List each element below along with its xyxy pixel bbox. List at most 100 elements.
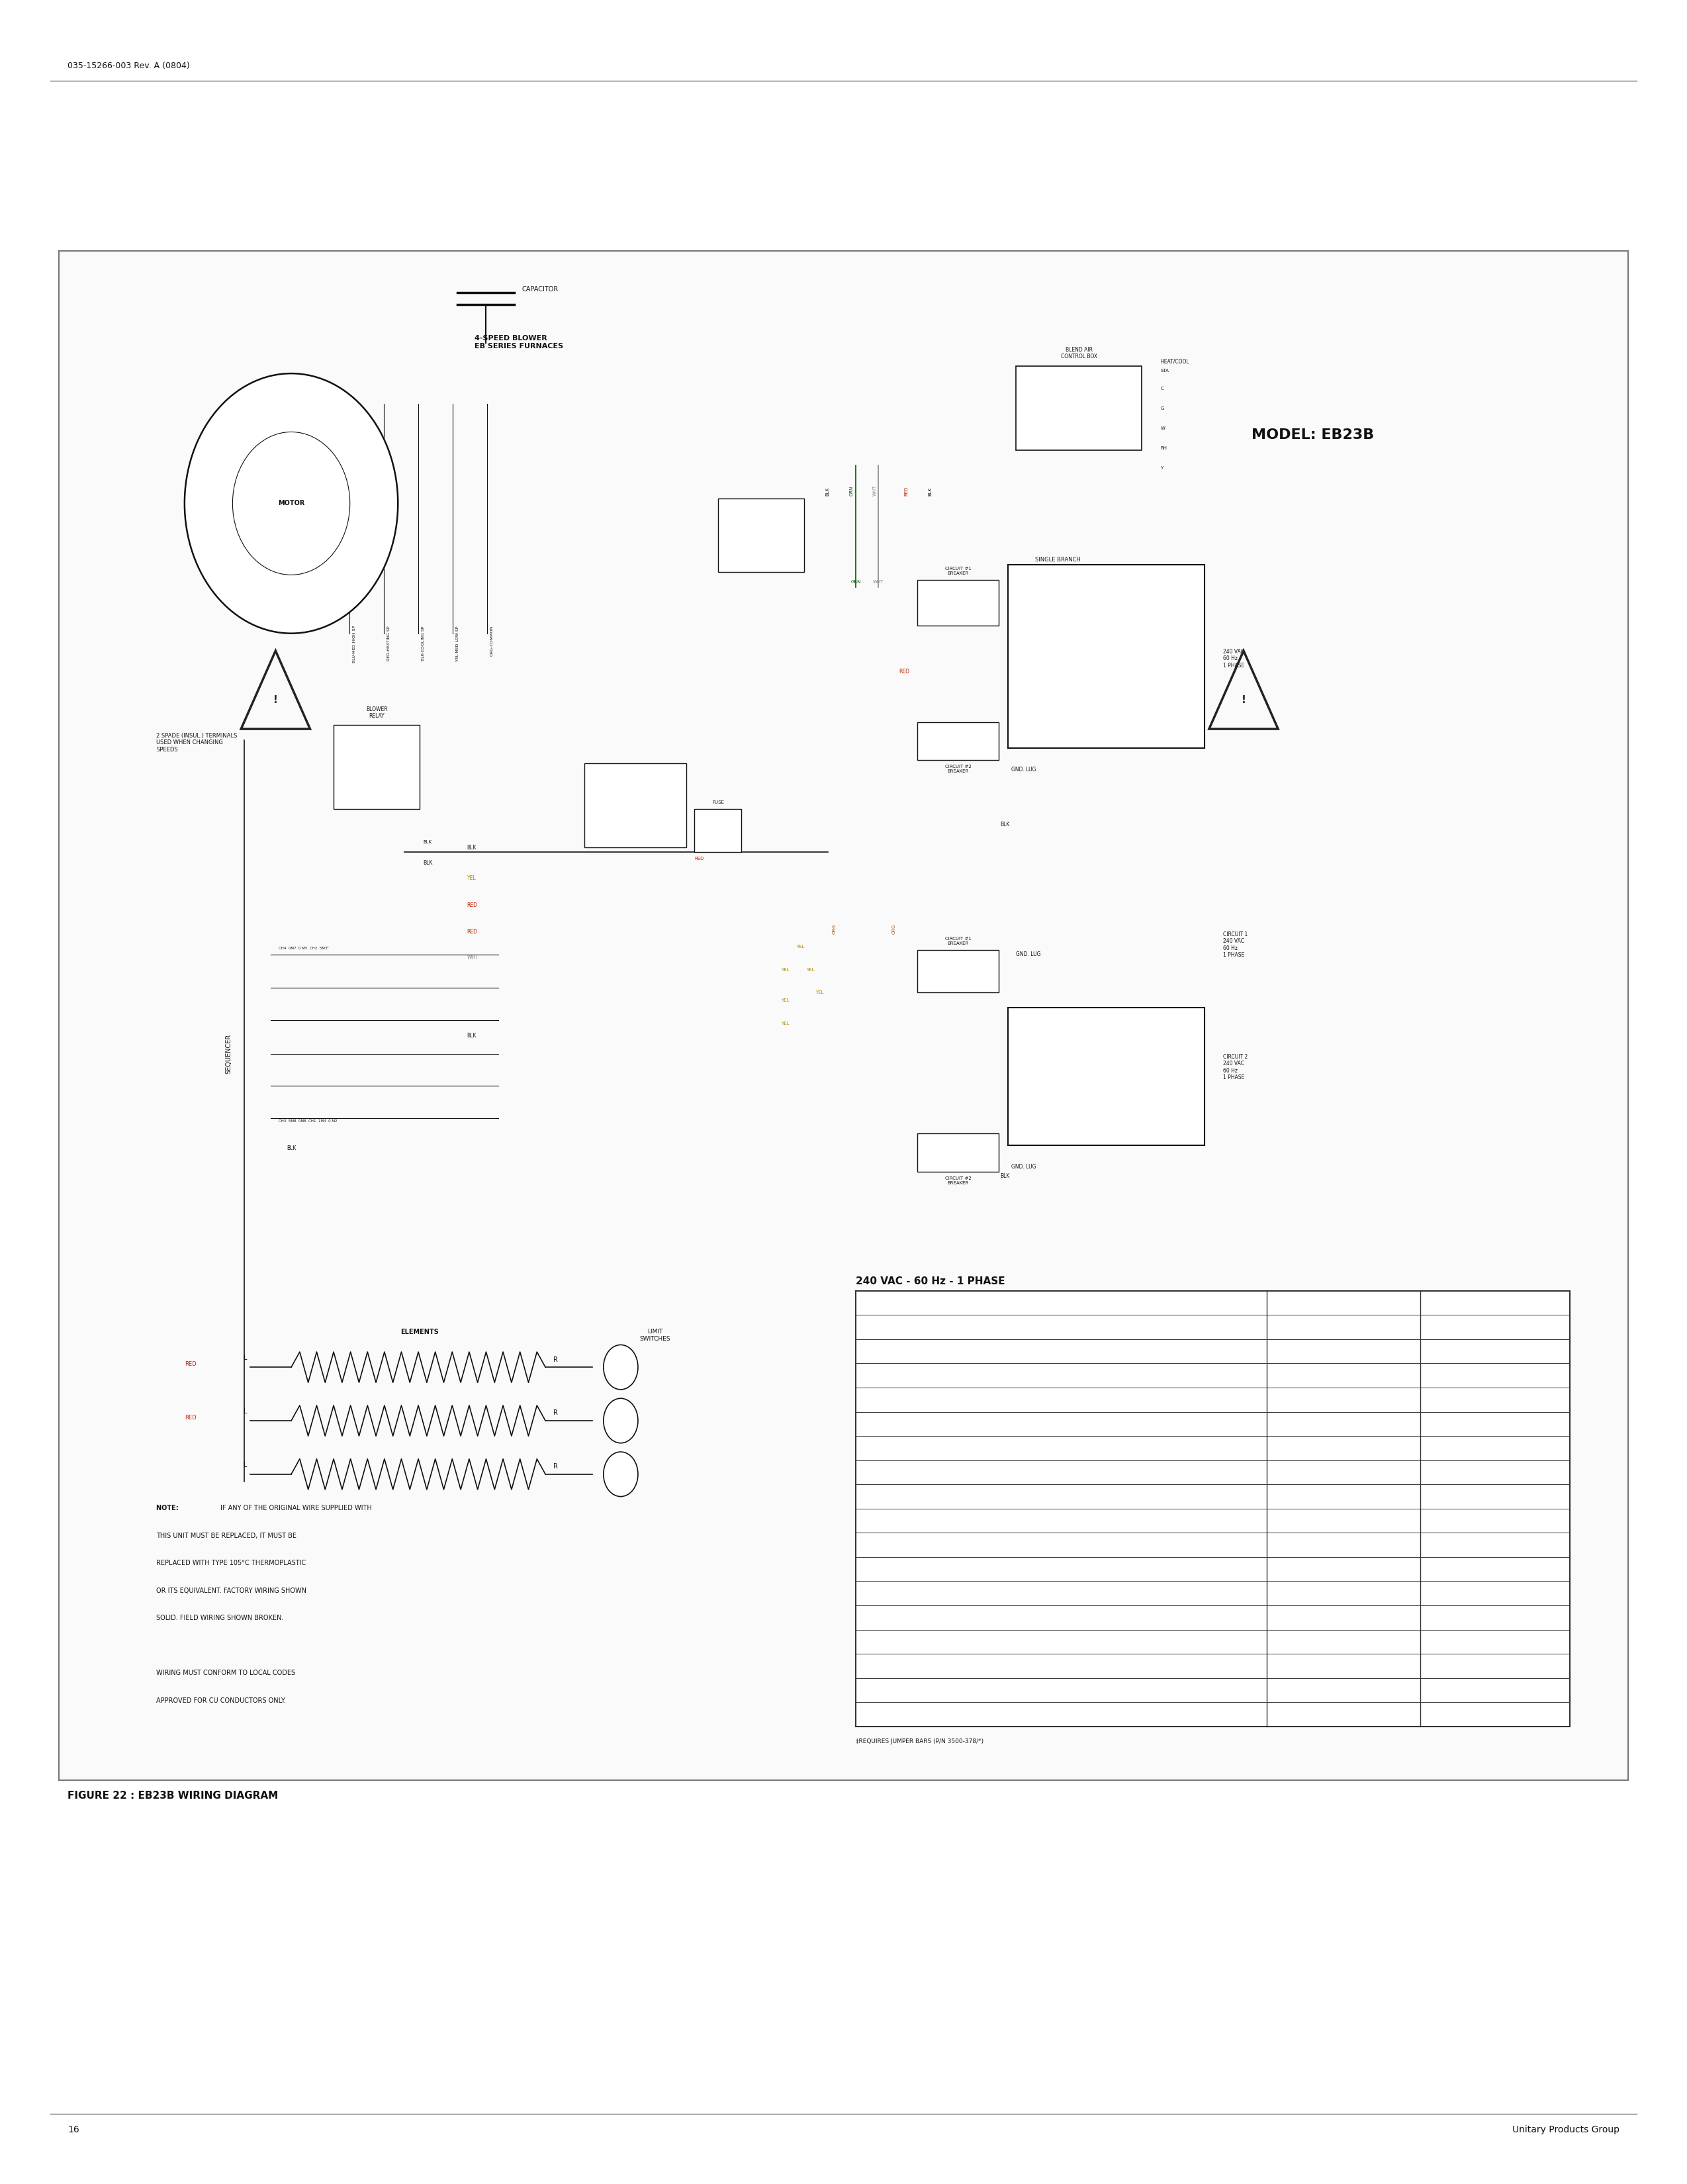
Text: MAX. MOTOR-FLA: MAX. MOTOR-FLA xyxy=(860,1324,913,1330)
Text: #4: #4 xyxy=(1491,1662,1500,1669)
Text: SEQUENCER: SEQUENCER xyxy=(224,1033,231,1075)
Text: APPROVED FOR CU CONDUCTORS ONLY.: APPROVED FOR CU CONDUCTORS ONLY. xyxy=(157,1697,285,1704)
Text: WIRE SIZE (60° C) COPPER: WIRE SIZE (60° C) COPPER xyxy=(860,1662,940,1669)
Text: CIRCUIT SERVICE: CIRCUIT SERVICE xyxy=(860,1372,911,1378)
Text: REPLACED WITH TYPE 105°C THERMOPLASTIC: REPLACED WITH TYPE 105°C THERMOPLASTIC xyxy=(157,1559,305,1566)
Text: ORG: ORG xyxy=(892,924,896,935)
Text: R: R xyxy=(553,1409,558,1417)
Text: L: L xyxy=(243,1461,248,1468)
Bar xyxy=(59,251,1628,1780)
Text: LIMIT
SWITCHES: LIMIT SWITCHES xyxy=(639,1328,671,1341)
Text: BLK: BLK xyxy=(287,1144,295,1151)
Text: CIRCUIT SERVICE: CIRCUIT SERVICE xyxy=(860,1542,911,1548)
Text: BLOWER
RELAY: BLOWER RELAY xyxy=(366,705,388,719)
Text: RED: RED xyxy=(904,487,908,496)
Text: GND. LUG: GND. LUG xyxy=(1016,952,1041,957)
Text: GRN: GRN xyxy=(850,581,860,583)
Text: COND. UNIT
CONTACTOR: COND. UNIT CONTACTOR xyxy=(747,531,776,539)
Text: ORG-COMMON: ORG-COMMON xyxy=(491,625,494,657)
Text: (OR CB) - AMPS: (OR CB) - AMPS xyxy=(860,1712,906,1717)
Bar xyxy=(918,581,999,625)
Text: THIS UNIT MUST BE REPLACED, IT MUST BE: THIS UNIT MUST BE REPLACED, IT MUST BE xyxy=(157,1533,297,1540)
Text: 77,000: 77,000 xyxy=(1333,1299,1353,1306)
Text: DUAL BRANCH: DUAL BRANCH xyxy=(860,1518,904,1524)
Text: #4: #4 xyxy=(1339,1662,1348,1669)
Text: 60: 60 xyxy=(1491,1712,1498,1717)
Bar xyxy=(1016,365,1142,450)
Text: o LOAD o: o LOAD o xyxy=(592,830,609,832)
Text: CIRCUIT #1
BREAKER: CIRCUIT #1 BREAKER xyxy=(945,937,972,946)
Text: R: R xyxy=(553,1463,558,1470)
Bar xyxy=(1009,1009,1205,1144)
Text: TRANSFORMER: TRANSFORMER xyxy=(619,782,653,786)
Text: 125: 125 xyxy=(1338,1494,1350,1500)
Bar xyxy=(334,725,420,810)
Ellipse shape xyxy=(184,373,398,633)
Text: BLK: BLK xyxy=(467,1033,476,1037)
Text: ORG: ORG xyxy=(832,924,837,935)
Text: BLK: BLK xyxy=(1000,1173,1011,1179)
Text: 2 LEADS +: 2 LEADS + xyxy=(1402,1348,1434,1354)
Text: W: W xyxy=(1161,426,1166,430)
Text: !: ! xyxy=(1242,695,1245,705)
Text: BLK: BLK xyxy=(827,487,830,496)
Text: RED: RED xyxy=(184,1361,196,1367)
Bar xyxy=(855,1291,1571,1725)
Text: SINGLE BRANCH    ‡: SINGLE BRANCH ‡ xyxy=(860,1348,919,1354)
Text: 4 LEADS +: 4 LEADS + xyxy=(1402,1518,1434,1524)
Text: 60: 60 xyxy=(1339,1712,1346,1717)
Text: 46.7: 46.7 xyxy=(1488,1590,1501,1597)
Text: GND. LUG: GND. LUG xyxy=(1012,1164,1036,1171)
Text: ‡REQUIRES JUMPER BARS (P/N 3500-378/*): ‡REQUIRES JUMPER BARS (P/N 3500-378/*) xyxy=(855,1738,984,1745)
Text: RED: RED xyxy=(899,668,909,675)
Text: BLU: BLU xyxy=(349,773,358,778)
Text: o LINE o: o LINE o xyxy=(592,808,607,810)
Text: 240 VAC
60 Hz
1 PHASE: 240 VAC 60 Hz 1 PHASE xyxy=(1223,649,1245,668)
Text: CH3  5M8  0M8  CH1  1M4  0 M2: CH3 5M8 0M8 CH1 1M4 0 M2 xyxy=(278,1120,337,1123)
Text: WIRE SIZE (75° C) COPPER: WIRE SIZE (75° C) COPPER xyxy=(860,1422,940,1426)
Text: WIRE SIZE (60° C) COPPER: WIRE SIZE (60° C) COPPER xyxy=(860,1446,940,1450)
Text: GRN: GRN xyxy=(849,485,854,496)
Text: SINGLE BRANCH
CIRCUIT SERVICE: SINGLE BRANCH CIRCUIT SERVICE xyxy=(1034,557,1081,570)
Text: BLK: BLK xyxy=(423,860,432,865)
Text: YEL: YEL xyxy=(806,968,815,972)
Text: MAX. FUSE SIZE: MAX. FUSE SIZE xyxy=(860,1470,908,1474)
Text: CIRCUIT #1
BREAKER: CIRCUIT #1 BREAKER xyxy=(945,566,972,574)
Text: YEL: YEL xyxy=(796,946,805,948)
Text: CIRCUIT 2
240 VAC
60 Hz
1 PHASE: CIRCUIT 2 240 VAC 60 Hz 1 PHASE xyxy=(1223,1055,1248,1081)
Text: RH: RH xyxy=(1161,446,1167,450)
Text: 47.3: 47.3 xyxy=(1336,1590,1350,1597)
Text: BLU-MED HIGH SP: BLU-MED HIGH SP xyxy=(353,625,356,664)
Text: OR ITS EQUIVALENT. FACTORY WIRING SHOWN: OR ITS EQUIVALENT. FACTORY WIRING SHOWN xyxy=(157,1588,307,1594)
Text: #1: #1 xyxy=(1339,1422,1348,1426)
Text: Y: Y xyxy=(1161,467,1164,470)
Text: BLK: BLK xyxy=(1000,821,1011,828)
Text: CH4  0M7  0 M5  CH2  5M3¹: CH4 0M7 0 M5 CH2 5M3¹ xyxy=(278,948,329,950)
Text: NOTE:: NOTE: xyxy=(157,1505,181,1511)
Text: NOMINAL CIRCUIT LOAD-AMPS: NOMINAL CIRCUIT LOAD-AMPS xyxy=(860,1398,950,1402)
Text: RED: RED xyxy=(467,928,477,935)
Text: 59.2: 59.2 xyxy=(1336,1614,1350,1621)
Text: IF ANY OF THE ORIGINAL WIRE SUPPLIED WITH: IF ANY OF THE ORIGINAL WIRE SUPPLIED WIT… xyxy=(221,1505,371,1511)
Text: RED: RED xyxy=(695,856,703,860)
Bar xyxy=(695,810,742,852)
Text: BLK: BLK xyxy=(928,487,931,496)
Text: Unitary Products Group: Unitary Products Group xyxy=(1512,2125,1620,2134)
Text: L: L xyxy=(243,1354,248,1361)
Text: !: ! xyxy=(273,695,278,705)
Text: 94.0: 94.0 xyxy=(1336,1398,1350,1402)
Text: BLK-COOLING SP: BLK-COOLING SP xyxy=(422,625,425,660)
Text: DUAL BRANCH
CIRCUIT SERVICE: DUAL BRANCH CIRCUIT SERVICE xyxy=(1034,1009,1081,1020)
Text: MOTOR: MOTOR xyxy=(278,500,305,507)
Text: SOLID. FIELD WIRING SHOWN BROKEN.: SOLID. FIELD WIRING SHOWN BROKEN. xyxy=(157,1614,283,1621)
Text: D.O.E. OUTPUT CAPACITY - BTU: D.O.E. OUTPUT CAPACITY - BTU xyxy=(860,1299,953,1306)
Text: BLK: BLK xyxy=(423,841,432,845)
Text: FIGURE 22 : EB23B WIRING DIAGRAM: FIGURE 22 : EB23B WIRING DIAGRAM xyxy=(67,1791,278,1802)
Text: RED: RED xyxy=(184,1415,196,1420)
Text: YEL: YEL xyxy=(781,968,790,972)
Text: BLK: BLK xyxy=(467,845,476,850)
Bar xyxy=(918,950,999,992)
Text: WIRING MUST CONFORM TO LOCAL CODES: WIRING MUST CONFORM TO LOCAL CODES xyxy=(157,1671,295,1677)
Text: BLEND AIR
CONTROL BOX: BLEND AIR CONTROL BOX xyxy=(1061,347,1097,360)
Text: R: R xyxy=(553,1356,558,1363)
